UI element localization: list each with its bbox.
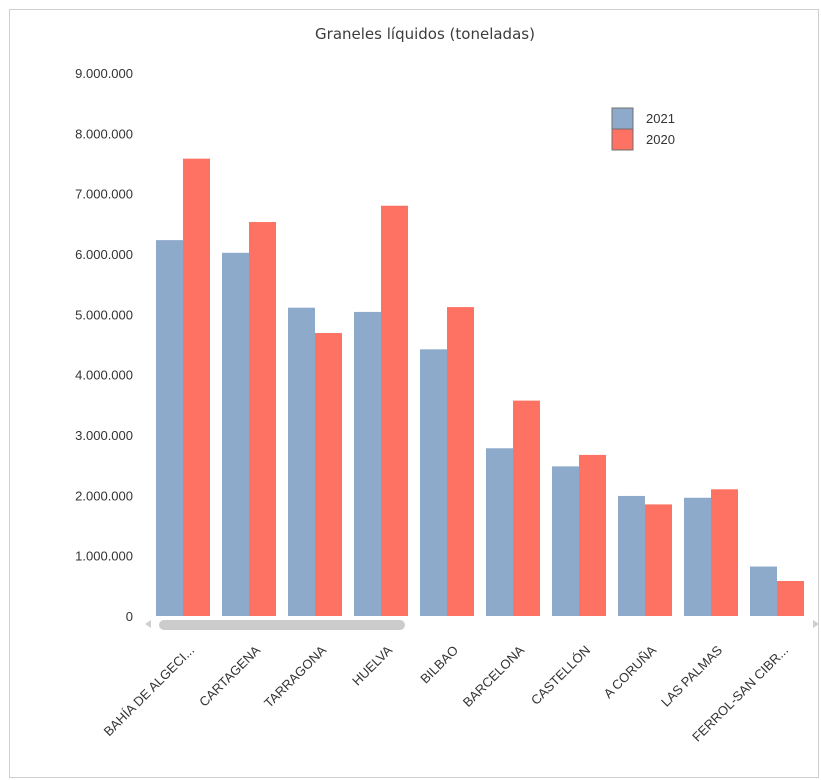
bar-2020[interactable] (645, 504, 672, 616)
legend: 2021 2020 (611, 107, 675, 151)
x-tick-label: HUELVA (349, 642, 395, 688)
bars (156, 158, 804, 617)
bar-2020[interactable] (249, 222, 276, 617)
x-tick-label: BILBAO (417, 643, 461, 687)
y-tick-label: 4.000.000 (75, 368, 133, 383)
bar-2020[interactable] (777, 581, 804, 616)
scroll-left-arrow-icon[interactable] (145, 620, 151, 628)
chart-title: Graneles líquidos (toneladas) (315, 25, 535, 43)
bar-2020[interactable] (183, 158, 210, 616)
scrollbar-thumb[interactable] (159, 620, 405, 630)
x-tick-label: BARCELONA (460, 642, 528, 710)
x-tick-label: TARRAGONA (261, 642, 329, 710)
bar-2020[interactable] (315, 333, 342, 616)
bar-2020[interactable] (381, 205, 408, 616)
y-tick-label: 0 (126, 609, 133, 624)
y-tick-label: 6.000.000 (75, 247, 133, 262)
bar-2020[interactable] (447, 307, 474, 616)
bar-2021[interactable] (750, 566, 777, 616)
x-tick-label: A CORUÑA (600, 642, 659, 701)
legend-swatch-2020 (611, 128, 634, 151)
legend-swatch-2021 (611, 107, 634, 130)
x-tick-label: CASTELLÓN (528, 643, 593, 708)
legend-label-2021: 2021 (646, 111, 675, 126)
bar-2020[interactable] (579, 454, 606, 616)
y-tick-label: 2.000.000 (75, 488, 133, 503)
y-tick-label: 7.000.000 (75, 187, 133, 202)
y-tick-label: 1.000.000 (75, 549, 133, 564)
y-axis: 0 1.000.000 2.000.000 3.000.000 4.000.000 5.0… (75, 66, 133, 624)
scroll-right-arrow-icon[interactable] (813, 620, 819, 628)
x-tick-label: CARTAGENA (196, 642, 263, 709)
chart-frame (9, 9, 819, 778)
y-tick-label: 9.000.000 (75, 66, 133, 81)
bar-2020[interactable] (513, 400, 540, 616)
horizontal-scrollbar[interactable] (145, 620, 819, 630)
x-tick-label: BAHÍA DE ALGECI... (101, 643, 197, 739)
y-tick-label: 8.000.000 (75, 126, 133, 141)
bar-2021[interactable] (288, 307, 315, 616)
bar-2021[interactable] (222, 252, 249, 616)
bar-2021[interactable] (156, 240, 183, 616)
bar-2021[interactable] (420, 349, 447, 616)
legend-label-2020: 2020 (646, 132, 675, 147)
y-tick-label: 5.000.000 (75, 307, 133, 322)
bar-2021[interactable] (486, 448, 513, 616)
bar-2021[interactable] (552, 466, 579, 616)
y-tick-label: 3.000.000 (75, 428, 133, 443)
bar-2021[interactable] (618, 495, 645, 616)
bar-2020[interactable] (711, 489, 738, 616)
bar-2021[interactable] (684, 497, 711, 616)
bar-2021[interactable] (354, 311, 381, 616)
x-tick-label: LAS PALMAS (658, 642, 725, 709)
